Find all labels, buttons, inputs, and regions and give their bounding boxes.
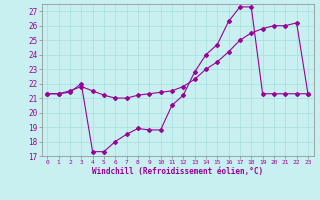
X-axis label: Windchill (Refroidissement éolien,°C): Windchill (Refroidissement éolien,°C): [92, 167, 263, 176]
